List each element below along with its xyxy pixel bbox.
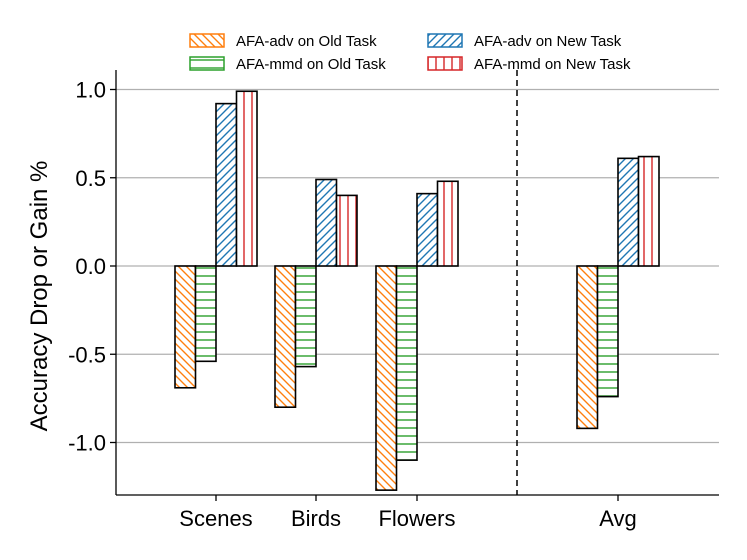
y-axis-label: Accuracy Drop or Gain % (26, 161, 53, 432)
legend-swatch (189, 56, 225, 71)
bar-avg-series-2 (596, 265, 619, 398)
bar-scenes-series-1 (174, 265, 197, 389)
legend-label: AFA-mmd on Old Task (236, 56, 386, 73)
bar-birds-series-2 (294, 265, 317, 368)
bar-avg-series-3 (617, 157, 640, 267)
bar-flowers-series-4 (436, 180, 459, 267)
bar-scenes-series-3 (215, 102, 238, 267)
legend-label: AFA-adv on New Task (474, 33, 622, 50)
legend-swatch (189, 33, 225, 48)
x-tick-label-scenes: Scenes (179, 506, 252, 531)
bar-birds-series-3 (315, 178, 338, 267)
legend-label: AFA-mmd on New Task (474, 56, 631, 73)
y-tick-label: -0.5 (68, 342, 106, 367)
y-tick-label: 0.5 (75, 166, 106, 191)
bars (174, 90, 660, 491)
bar-avg-series-1 (576, 265, 599, 430)
bar-flowers-series-3 (416, 192, 439, 267)
bar-scenes-series-2 (194, 265, 217, 363)
bar-birds-series-4 (335, 194, 358, 267)
legend-swatch (427, 56, 463, 71)
x-tick-label-flowers: Flowers (378, 506, 455, 531)
x-tick-label-birds: Birds (291, 506, 341, 531)
legend: AFA-adv on Old Task AFA-mmd on Old Task AF… (189, 33, 631, 73)
bar-scenes-series-4 (235, 90, 258, 267)
legend-label: AFA-adv on Old Task (236, 33, 377, 50)
x-tick-label-avg: Avg (599, 506, 637, 531)
y-tick-label: 1.0 (75, 78, 106, 103)
y-tick-label: -1.0 (68, 431, 106, 456)
legend-swatch (427, 33, 463, 48)
y-tick-label: 0.0 (75, 254, 106, 279)
bar-flowers-series-1 (375, 265, 398, 491)
bar-flowers-series-2 (395, 265, 418, 461)
tick-labels: 1.0 0.5 0.0 -0.5 -1.0 Scenes Birds Flowers Avg (68, 78, 637, 532)
bar-avg-series-4 (637, 155, 660, 267)
bar-birds-series-1 (274, 265, 297, 408)
